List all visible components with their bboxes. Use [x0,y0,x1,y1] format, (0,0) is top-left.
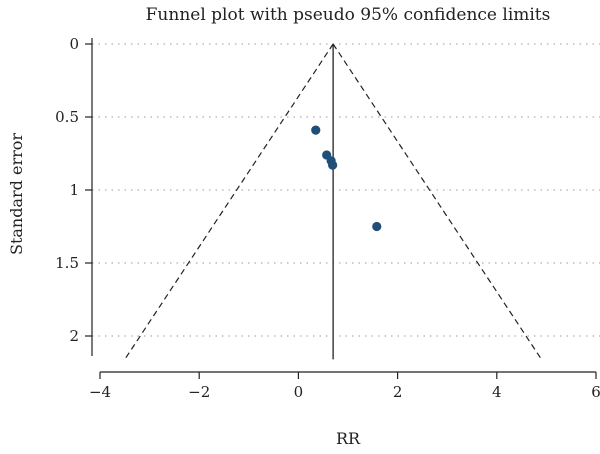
x-tick-label-5: 6 [591,383,600,401]
x-tick-label-2: 0 [294,383,304,401]
y-tick-label-3: 1.5 [55,254,79,272]
y-tick-label-1: 0.5 [55,108,79,126]
x-tick-label-4: 4 [492,383,502,401]
ci-upper-line [332,43,542,360]
x-axis-label: RR [336,429,361,448]
y-axis-label: Standard error [7,133,26,255]
axes: 0 0.5 1 1.5 2 −4 −2 0 2 4 6 [55,35,600,401]
gridlines [92,43,600,337]
ci-lower-line [124,43,334,360]
data-point-0 [311,125,321,135]
y-tick-label-0: 0 [69,35,79,53]
confidence-limits [124,43,542,360]
data-points [311,125,382,232]
x-tick-label-3: 2 [393,383,403,401]
y-tick-label-4: 2 [69,327,79,345]
data-point-4 [372,221,382,232]
x-tick-label-0: −4 [89,383,111,401]
chart-title: Funnel plot with pseudo 95% confidence l… [146,5,551,25]
data-point-3 [328,160,338,170]
x-tick-label-1: −2 [188,383,210,401]
y-tick-label-2: 1 [69,181,79,199]
